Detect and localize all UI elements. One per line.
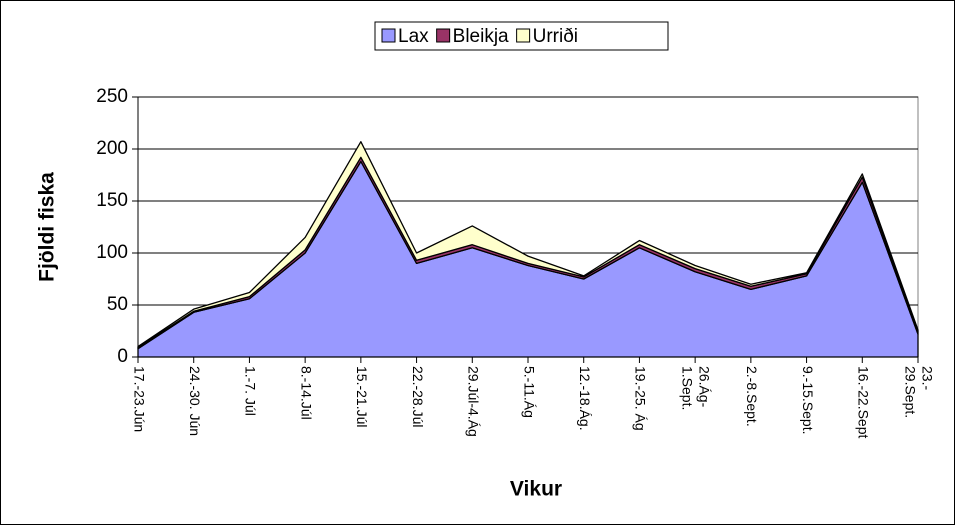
x-tick-label: 23.-29.Sept. — [903, 366, 936, 418]
x-tick-label: 9.-15.Sept. — [800, 366, 816, 435]
x-tick-label: 16.-22.Sept — [856, 366, 872, 438]
y-tick-label: 100 — [96, 242, 128, 263]
x-tick-label: 1.-7. Júl — [243, 366, 259, 416]
legend-swatch — [516, 28, 531, 43]
x-tick-label: 26.Ág-1.Sept. — [680, 366, 713, 410]
y-tick-label: 50 — [107, 294, 128, 315]
x-tick-label: 29.Júl-4.Ág — [466, 366, 482, 437]
x-tick-label-line: 29.Sept. — [903, 366, 919, 418]
x-axis-title: Vikur — [510, 478, 562, 501]
legend-label: Lax — [398, 26, 429, 47]
x-tick-label-line: 26.Ág- — [697, 366, 713, 408]
x-tick-label: 17.-23.Jún — [131, 366, 147, 432]
legend-label: Urriði — [533, 26, 578, 47]
x-tick-label-line: 1.Sept. — [680, 366, 696, 410]
x-tick-label: 2.-8.Sept. — [744, 366, 760, 427]
y-tick-label: 0 — [117, 346, 128, 367]
legend-swatch — [381, 28, 396, 43]
y-tick-label: 150 — [96, 190, 128, 211]
area — [137, 141, 919, 349]
legend-label: Bleikja — [453, 26, 509, 47]
x-tick-label: 5.-11.Ág — [521, 366, 537, 418]
y-tick-label: 200 — [96, 138, 128, 159]
x-tick-label: 15.-21.Júl — [354, 366, 370, 427]
x-tick-label: 22.-28.Júl — [410, 366, 426, 427]
legend: Lax Bleikja Urriði — [374, 21, 669, 51]
x-tick-label: 12.-18.Ág. — [577, 366, 593, 431]
y-tick-label: 250 — [96, 86, 128, 107]
legend-swatch — [436, 28, 451, 43]
x-tick-label-line: 23.- — [920, 366, 936, 390]
x-tick-label: 8.-14.Júl — [298, 366, 314, 420]
x-tick-label: 24.-30. Jún — [187, 366, 203, 436]
x-tick-label: 19.-25. Ág — [633, 366, 649, 431]
y-axis-title: Fjöldi fiska — [36, 172, 59, 282]
